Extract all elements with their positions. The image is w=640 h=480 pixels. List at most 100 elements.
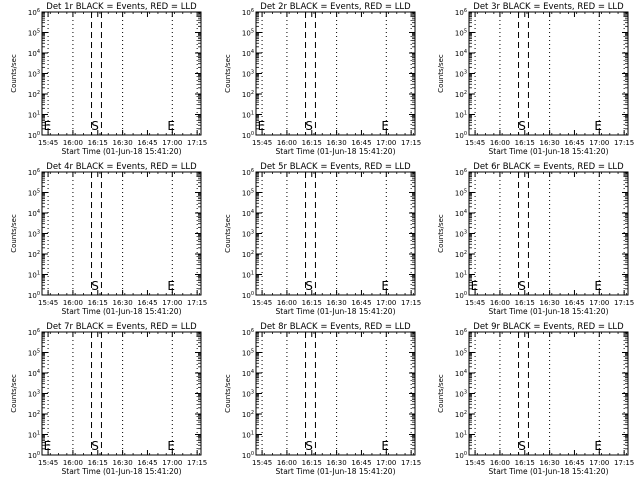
y-axis-label: Counts/sec <box>437 214 445 253</box>
x-axis-label: Start Time (01-Jun-18 15:41:20) <box>276 307 396 316</box>
end-marker-label: E <box>381 279 389 293</box>
x-tick-label: 16:45 <box>564 299 584 307</box>
x-tick-label: 16:00 <box>277 459 297 467</box>
x-tick-label: 17:15 <box>401 299 421 307</box>
x-axis-label: Start Time (01-Jun-18 15:41:20) <box>62 467 182 476</box>
y-tick-label: 104 <box>242 49 254 58</box>
panel: Det 6r BLACK = Events, RED = LLD 100 101 10… <box>437 162 634 316</box>
x-tick-label: 16:00 <box>63 299 83 307</box>
x-tick-label: 15:45 <box>465 299 485 307</box>
y-tick-label: 100 <box>242 131 254 140</box>
y-tick-label: 102 <box>28 90 40 99</box>
x-tick-label: 16:45 <box>351 139 371 147</box>
x-tick-label: 16:45 <box>564 459 584 467</box>
x-tick-label: 17:00 <box>589 459 609 467</box>
end-marker-label: E <box>594 279 602 293</box>
x-axis-label: Start Time (01-Jun-18 15:41:20) <box>62 307 182 316</box>
x-tick-label: 17:15 <box>187 459 207 467</box>
panel: Det 7r BLACK = Events, RED = LLD 100 101 10… <box>10 322 207 476</box>
plot-frame <box>41 171 202 296</box>
y-tick-label: 104 <box>242 209 254 218</box>
y-tick-label: 106 <box>28 328 40 337</box>
x-tick-label: 16:45 <box>137 299 157 307</box>
x-tick-label: 17:00 <box>162 139 182 147</box>
x-tick-label: 16:45 <box>137 459 157 467</box>
panel-title: Det 5r BLACK = Events, RED = LLD <box>260 162 411 172</box>
y-tick-label: 105 <box>455 349 467 358</box>
y-tick-label: 102 <box>455 410 467 419</box>
start-marker-label: S <box>305 279 313 293</box>
x-tick-label: 17:00 <box>162 459 182 467</box>
y-tick-label: 106 <box>242 168 254 177</box>
x-tick-label: 17:15 <box>187 139 207 147</box>
x-tick-label: 16:00 <box>63 139 83 147</box>
x-tick-label: 16:15 <box>302 459 322 467</box>
panel-title: Det 8r BLACK = Events, RED = LLD <box>260 322 411 332</box>
x-tick-label: 16:30 <box>113 299 133 307</box>
x-tick-label: 17:00 <box>162 299 182 307</box>
y-tick-label: 106 <box>242 328 254 337</box>
y-tick-label: 101 <box>455 111 467 120</box>
x-tick-label: 16:30 <box>327 299 347 307</box>
start-marker-label: S <box>91 279 99 293</box>
y-tick-label: 102 <box>28 250 40 259</box>
x-tick-label: 15:45 <box>38 459 58 467</box>
x-tick-label: 15:45 <box>252 299 272 307</box>
y-tick-label: 104 <box>28 49 40 58</box>
panel-title: Det 7r BLACK = Events, RED = LLD <box>46 322 197 332</box>
x-tick-label: 17:15 <box>614 459 634 467</box>
y-tick-label: 102 <box>28 410 40 419</box>
y-tick-label: 105 <box>28 29 40 38</box>
panel-title: Det 4r BLACK = Events, RED = LLD <box>46 162 197 172</box>
edge-marker-label: E <box>44 439 52 453</box>
x-tick-label: 16:15 <box>515 139 535 147</box>
panel: Det 8r BLACK = Events, RED = LLD 100 101 10… <box>224 322 421 476</box>
x-axis-label: Start Time (01-Jun-18 15:41:20) <box>489 147 609 156</box>
plot-frame <box>468 11 629 136</box>
start-marker-label: S <box>305 119 313 133</box>
y-tick-label: 105 <box>242 29 254 38</box>
y-tick-label: 103 <box>28 390 40 399</box>
x-axis-label: Start Time (01-Jun-18 15:41:20) <box>62 147 182 156</box>
y-tick-label: 106 <box>242 8 254 17</box>
edge-marker-label: E <box>258 119 266 133</box>
y-tick-label: 105 <box>28 189 40 198</box>
panel: Det 3r BLACK = Events, RED = LLD 100 101 10… <box>437 2 634 156</box>
panel-title: Det 6r BLACK = Events, RED = LLD <box>473 162 624 172</box>
start-marker-label: S <box>518 439 526 453</box>
y-tick-label: 103 <box>242 230 254 239</box>
x-tick-label: 17:00 <box>376 299 396 307</box>
y-tick-label: 100 <box>242 451 254 460</box>
panel: Det 1r BLACK = Events, RED = LLD 100 101 10… <box>10 2 207 156</box>
y-tick-label: 103 <box>455 230 467 239</box>
start-marker-label: S <box>91 439 99 453</box>
panel-title: Det 9r BLACK = Events, RED = LLD <box>473 322 624 332</box>
y-tick-label: 105 <box>242 189 254 198</box>
y-tick-label: 102 <box>242 250 254 259</box>
x-tick-label: 17:15 <box>401 459 421 467</box>
plot-frame <box>255 331 416 456</box>
x-tick-label: 16:15 <box>515 299 535 307</box>
x-tick-label: 16:15 <box>302 299 322 307</box>
x-tick-label: 16:15 <box>88 459 108 467</box>
x-tick-label: 17:00 <box>589 139 609 147</box>
y-tick-label: 100 <box>455 131 467 140</box>
y-tick-label: 100 <box>455 291 467 300</box>
end-marker-label: E <box>594 119 602 133</box>
y-tick-label: 101 <box>242 431 254 440</box>
y-tick-label: 105 <box>28 349 40 358</box>
x-tick-label: 15:45 <box>252 459 272 467</box>
x-tick-label: 16:45 <box>564 139 584 147</box>
x-axis-label: Start Time (01-Jun-18 15:41:20) <box>276 467 396 476</box>
panel-title: Det 3r BLACK = Events, RED = LLD <box>473 2 624 12</box>
end-marker-label: E <box>167 119 175 133</box>
x-tick-label: 16:30 <box>327 139 347 147</box>
x-tick-label: 15:45 <box>465 139 485 147</box>
x-tick-label: 16:00 <box>277 299 297 307</box>
y-tick-label: 106 <box>455 328 467 337</box>
x-tick-label: 17:00 <box>376 139 396 147</box>
x-tick-label: 16:15 <box>88 299 108 307</box>
x-tick-label: 16:00 <box>490 459 510 467</box>
y-tick-label: 103 <box>455 390 467 399</box>
x-tick-label: 16:45 <box>137 139 157 147</box>
